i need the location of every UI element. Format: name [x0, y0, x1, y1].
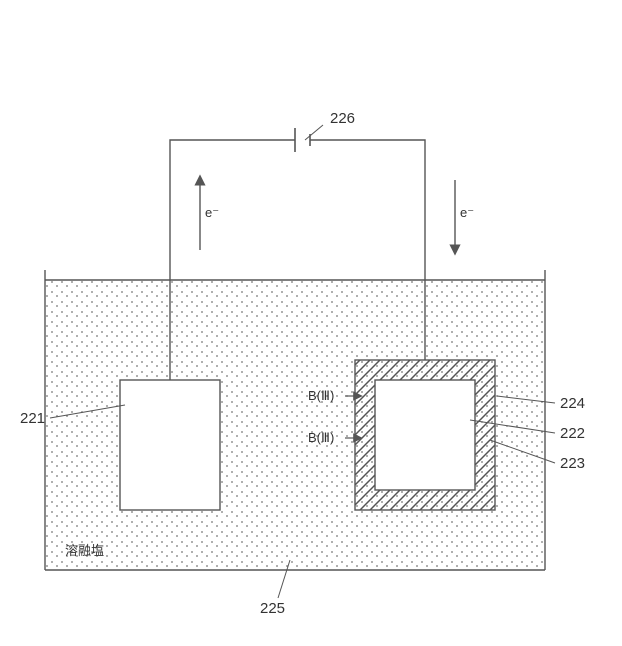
e-minus-left: e⁻ [205, 205, 219, 221]
electron-arrows [200, 180, 455, 250]
anode-221 [120, 380, 220, 510]
cathode-inner-223 [375, 380, 475, 490]
ref-224: 224 [560, 395, 585, 412]
molten-salt-label: 溶融塩 [65, 540, 104, 559]
ref-221: 221 [20, 410, 45, 427]
b3-upper: B(Ⅲ) [308, 388, 334, 404]
ref-223: 223 [560, 455, 585, 472]
e-minus-right: e⁻ [460, 205, 474, 221]
ref-225: 225 [260, 600, 285, 617]
battery-226 [295, 128, 310, 152]
ref-222: 222 [560, 425, 585, 442]
ref-226: 226 [330, 110, 355, 127]
b3-lower: B(Ⅲ) [308, 430, 334, 446]
